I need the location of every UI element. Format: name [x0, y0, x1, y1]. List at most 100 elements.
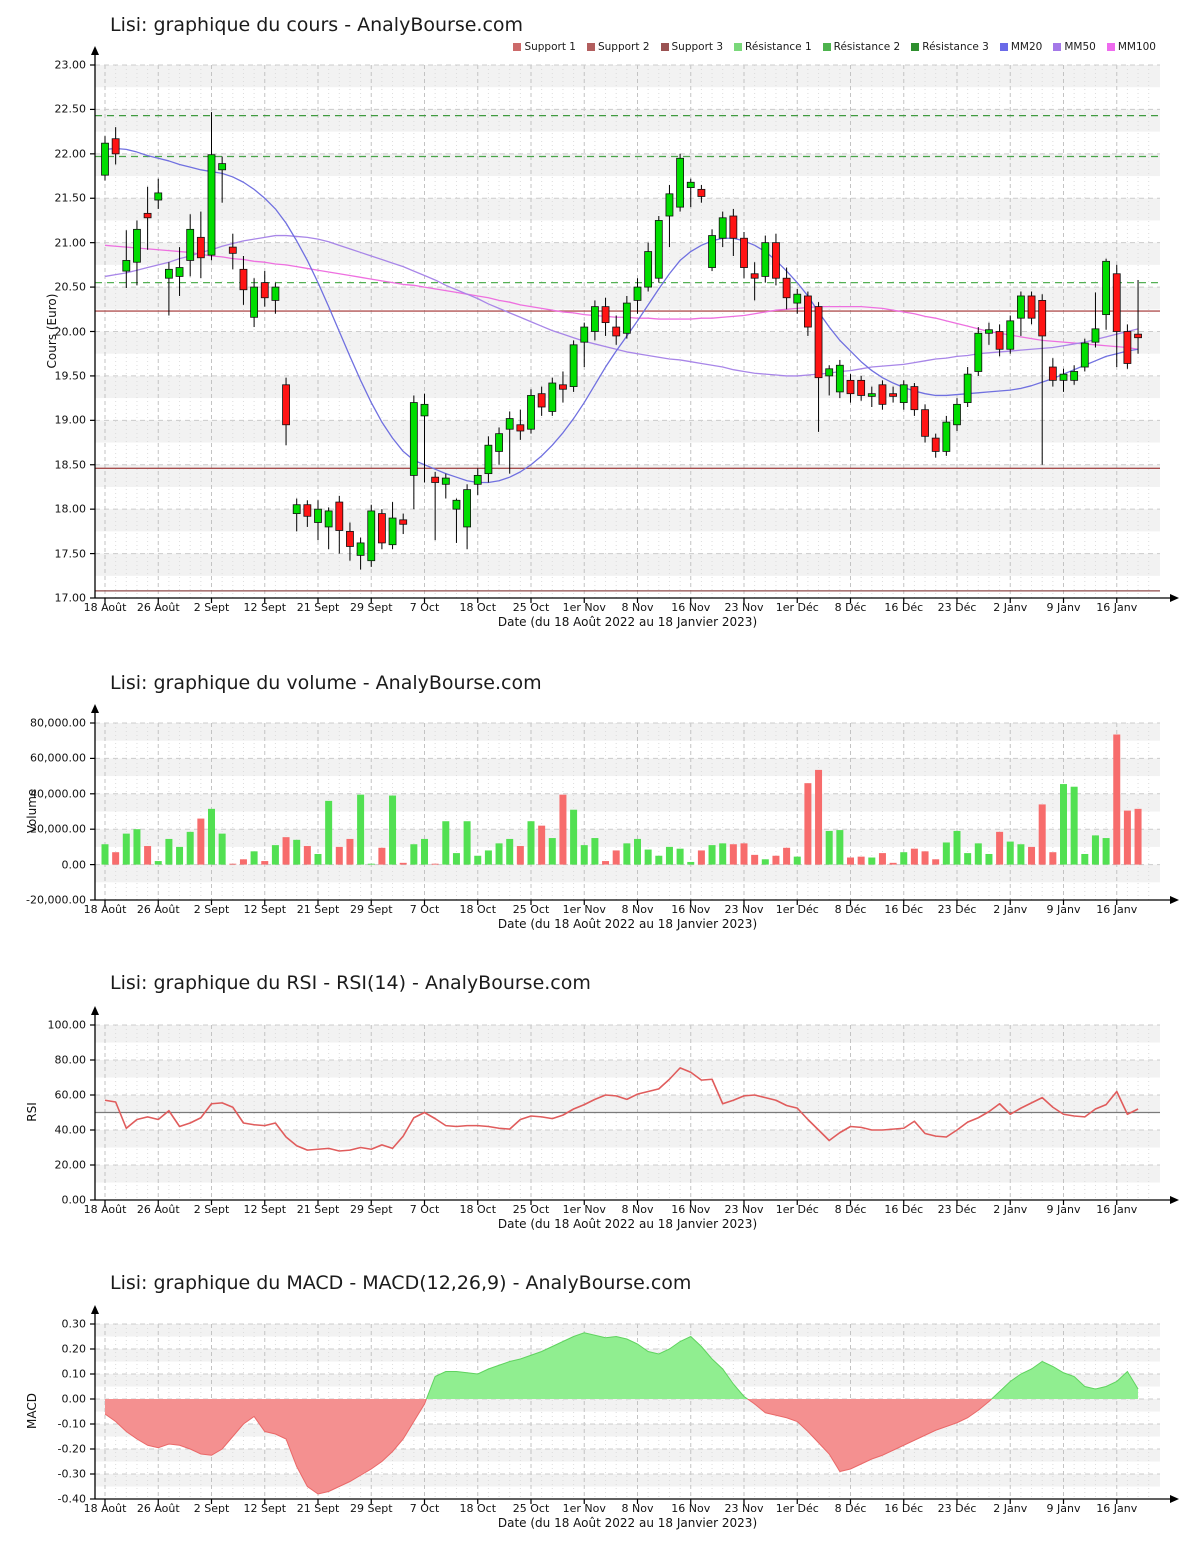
candle-body	[569, 344, 578, 387]
candle-body	[601, 306, 610, 324]
x-tick-label: 16 Nov	[671, 601, 711, 614]
x-tick-label: 8 Déc	[834, 903, 867, 916]
volume-bar	[101, 844, 109, 865]
volume-bar	[708, 845, 716, 865]
candle-body	[143, 212, 152, 219]
volume-bar	[431, 863, 439, 865]
x-tick-label: 9 Janv	[1046, 1203, 1081, 1216]
x-tick-label: 26 Août	[136, 1502, 180, 1515]
x-axis-arrow-icon	[1170, 594, 1179, 602]
x-tick-label: 8 Déc	[834, 1203, 867, 1216]
volume-bar	[836, 830, 844, 865]
volume-bar	[1070, 786, 1078, 865]
y-tick-label: 18.50	[54, 458, 87, 472]
x-tick-label: 16 Janv	[1096, 1203, 1138, 1216]
candle-body	[835, 364, 844, 393]
candle-body	[122, 260, 131, 272]
price-x-axis-label: Date (du 18 Août 2022 au 18 Janvier 2023…	[497, 615, 758, 629]
plot-band	[95, 65, 1160, 88]
candle-body	[963, 373, 972, 403]
candle-body	[473, 475, 482, 485]
legend-item-mm20: MM20	[999, 41, 1043, 53]
x-tick-label: 23 Déc	[937, 1502, 977, 1515]
legend-item-résistance-2: Résistance 2	[822, 41, 900, 53]
y-tick-label: 18.00	[54, 502, 87, 516]
volume-bar	[293, 839, 301, 865]
legend-swatch-icon	[911, 43, 920, 51]
volume-bar	[357, 794, 365, 865]
x-axis-arrow-icon	[1170, 1196, 1179, 1204]
volume-bar	[697, 850, 705, 865]
macd-x-axis-label: Date (du 18 Août 2022 au 18 Janvier 2023…	[497, 1516, 758, 1530]
legend-item-résistance-1: Résistance 1	[734, 41, 812, 53]
x-tick-label: 25 Oct	[512, 903, 550, 916]
plot-band	[95, 420, 1160, 443]
plot-band	[95, 1130, 1160, 1148]
candle-body	[196, 236, 205, 259]
legend-swatch-icon	[513, 43, 522, 51]
volume-bar	[271, 845, 279, 865]
volume-bar	[655, 855, 663, 865]
plot-band	[95, 793, 1160, 812]
volume-bar	[112, 852, 120, 865]
volume-bar	[740, 843, 748, 865]
legend-swatch-icon	[1053, 43, 1062, 51]
candle-body	[825, 368, 834, 377]
volume-bar	[1060, 784, 1067, 865]
volume-bar	[665, 846, 673, 865]
rsi-y-axis-label: RSI	[25, 1102, 39, 1122]
candle-body	[356, 542, 365, 556]
volume-bar	[623, 843, 631, 865]
volume-bar	[1113, 734, 1121, 865]
volume-bar	[1123, 810, 1131, 865]
plot-band	[95, 1474, 1160, 1487]
x-tick-label: 23 Déc	[937, 601, 977, 614]
volume-bar	[559, 794, 567, 865]
plot-band	[95, 1449, 1160, 1462]
candle-body	[441, 477, 450, 485]
volume-bar	[495, 843, 503, 865]
legend-swatch-icon	[586, 43, 595, 51]
candle-body	[729, 215, 738, 239]
x-tick-label: 16 Janv	[1096, 601, 1138, 614]
x-tick-label: 23 Nov	[724, 1203, 764, 1216]
x-tick-label: 1er Déc	[775, 903, 819, 916]
legend-item-label: MM20	[1010, 41, 1043, 53]
volume-bar	[335, 846, 343, 865]
y-tick-label: -20,000.00	[26, 893, 86, 907]
x-tick-label: 18 Oct	[459, 1502, 497, 1515]
volume-bar	[1028, 846, 1036, 865]
x-tick-label: 16 Déc	[884, 601, 924, 614]
x-tick-label: 2 Janv	[993, 601, 1028, 614]
candle-body	[921, 409, 929, 437]
volume-bar	[996, 831, 1004, 865]
y-tick-label: -0.10	[57, 1417, 86, 1431]
mm50-line	[104, 234, 1139, 377]
plot-band	[95, 331, 1160, 354]
volume-bar	[719, 843, 727, 865]
x-tick-label: 8 Déc	[834, 1502, 867, 1515]
x-tick-label: 1er Nov	[562, 1502, 606, 1515]
y-tick-label: -0.20	[57, 1442, 86, 1456]
volume-bar	[367, 863, 375, 865]
candle-body	[1027, 295, 1036, 319]
volume-bar	[239, 859, 247, 865]
mm100-line	[104, 244, 1139, 350]
volume-bar	[399, 862, 407, 865]
volume-bar	[474, 855, 482, 865]
candle-body	[697, 188, 706, 197]
x-tick-label: 9 Janv	[1046, 903, 1081, 916]
volume-bar	[953, 830, 961, 865]
x-tick-label: 16 Nov	[671, 1502, 711, 1515]
volume-bar	[868, 857, 876, 865]
x-tick-label: 25 Oct	[512, 1203, 550, 1216]
x-tick-label: 26 Août	[136, 903, 180, 916]
x-tick-label: 8 Nov	[621, 903, 654, 916]
volume-bar	[282, 837, 290, 865]
x-tick-label: 21 Sept	[296, 601, 340, 614]
x-tick-label: 26 Août	[136, 601, 180, 614]
candle-body	[377, 513, 386, 544]
candle-body	[303, 504, 312, 517]
candle-body	[484, 444, 493, 475]
candle-body	[409, 402, 418, 476]
